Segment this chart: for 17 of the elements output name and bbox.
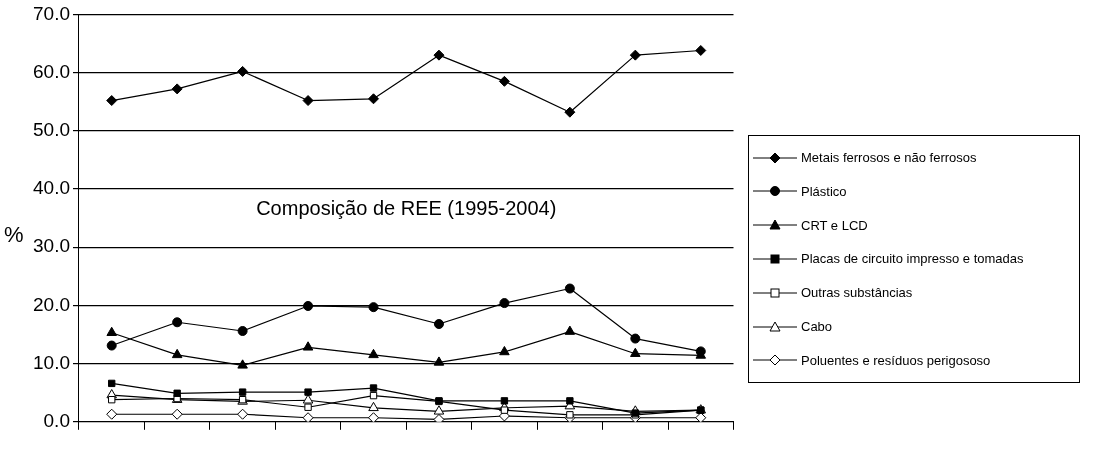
y-tick-label: 10.0 <box>33 351 70 373</box>
y-tick-label: 20.0 <box>33 293 70 315</box>
y-tick-label: 40.0 <box>33 177 70 199</box>
y-tick-label: 60.0 <box>33 60 70 82</box>
legend-label: Placas de circuito impresso e tomadas <box>801 251 1024 267</box>
legend-label: Poluentes e resíduos perigososo <box>801 352 991 368</box>
y-tick-label: 70.0 <box>33 2 70 24</box>
legend-label: Plástico <box>801 183 847 199</box>
text: Composição de REE (1995-2004) <box>256 196 557 219</box>
y-tick-label: 50.0 <box>33 119 70 141</box>
y-axis-title: % <box>4 222 24 248</box>
y-tick-label: 30.0 <box>33 235 70 257</box>
y-tick-label: 0.0 <box>43 410 70 432</box>
legend-label: Cabo <box>801 319 833 335</box>
legend-label: Outras substâncias <box>801 285 913 301</box>
legend-label: CRT e LCD <box>801 217 868 233</box>
legend-label: Metais ferrosos e não ferrosos <box>801 150 977 165</box>
